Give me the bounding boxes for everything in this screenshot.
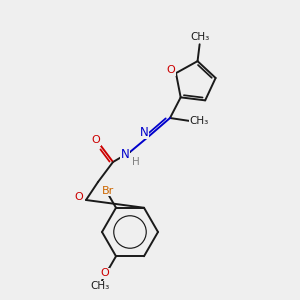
Text: O: O xyxy=(100,268,109,278)
Text: Br: Br xyxy=(102,186,114,196)
Text: O: O xyxy=(167,65,175,75)
Text: N: N xyxy=(140,125,148,139)
Text: O: O xyxy=(92,135,100,145)
Text: CH₃: CH₃ xyxy=(90,281,110,292)
Text: CH₃: CH₃ xyxy=(191,32,210,42)
Text: N: N xyxy=(121,148,129,160)
Text: CH₃: CH₃ xyxy=(189,116,208,126)
Text: O: O xyxy=(75,192,83,202)
Text: H: H xyxy=(132,157,140,167)
